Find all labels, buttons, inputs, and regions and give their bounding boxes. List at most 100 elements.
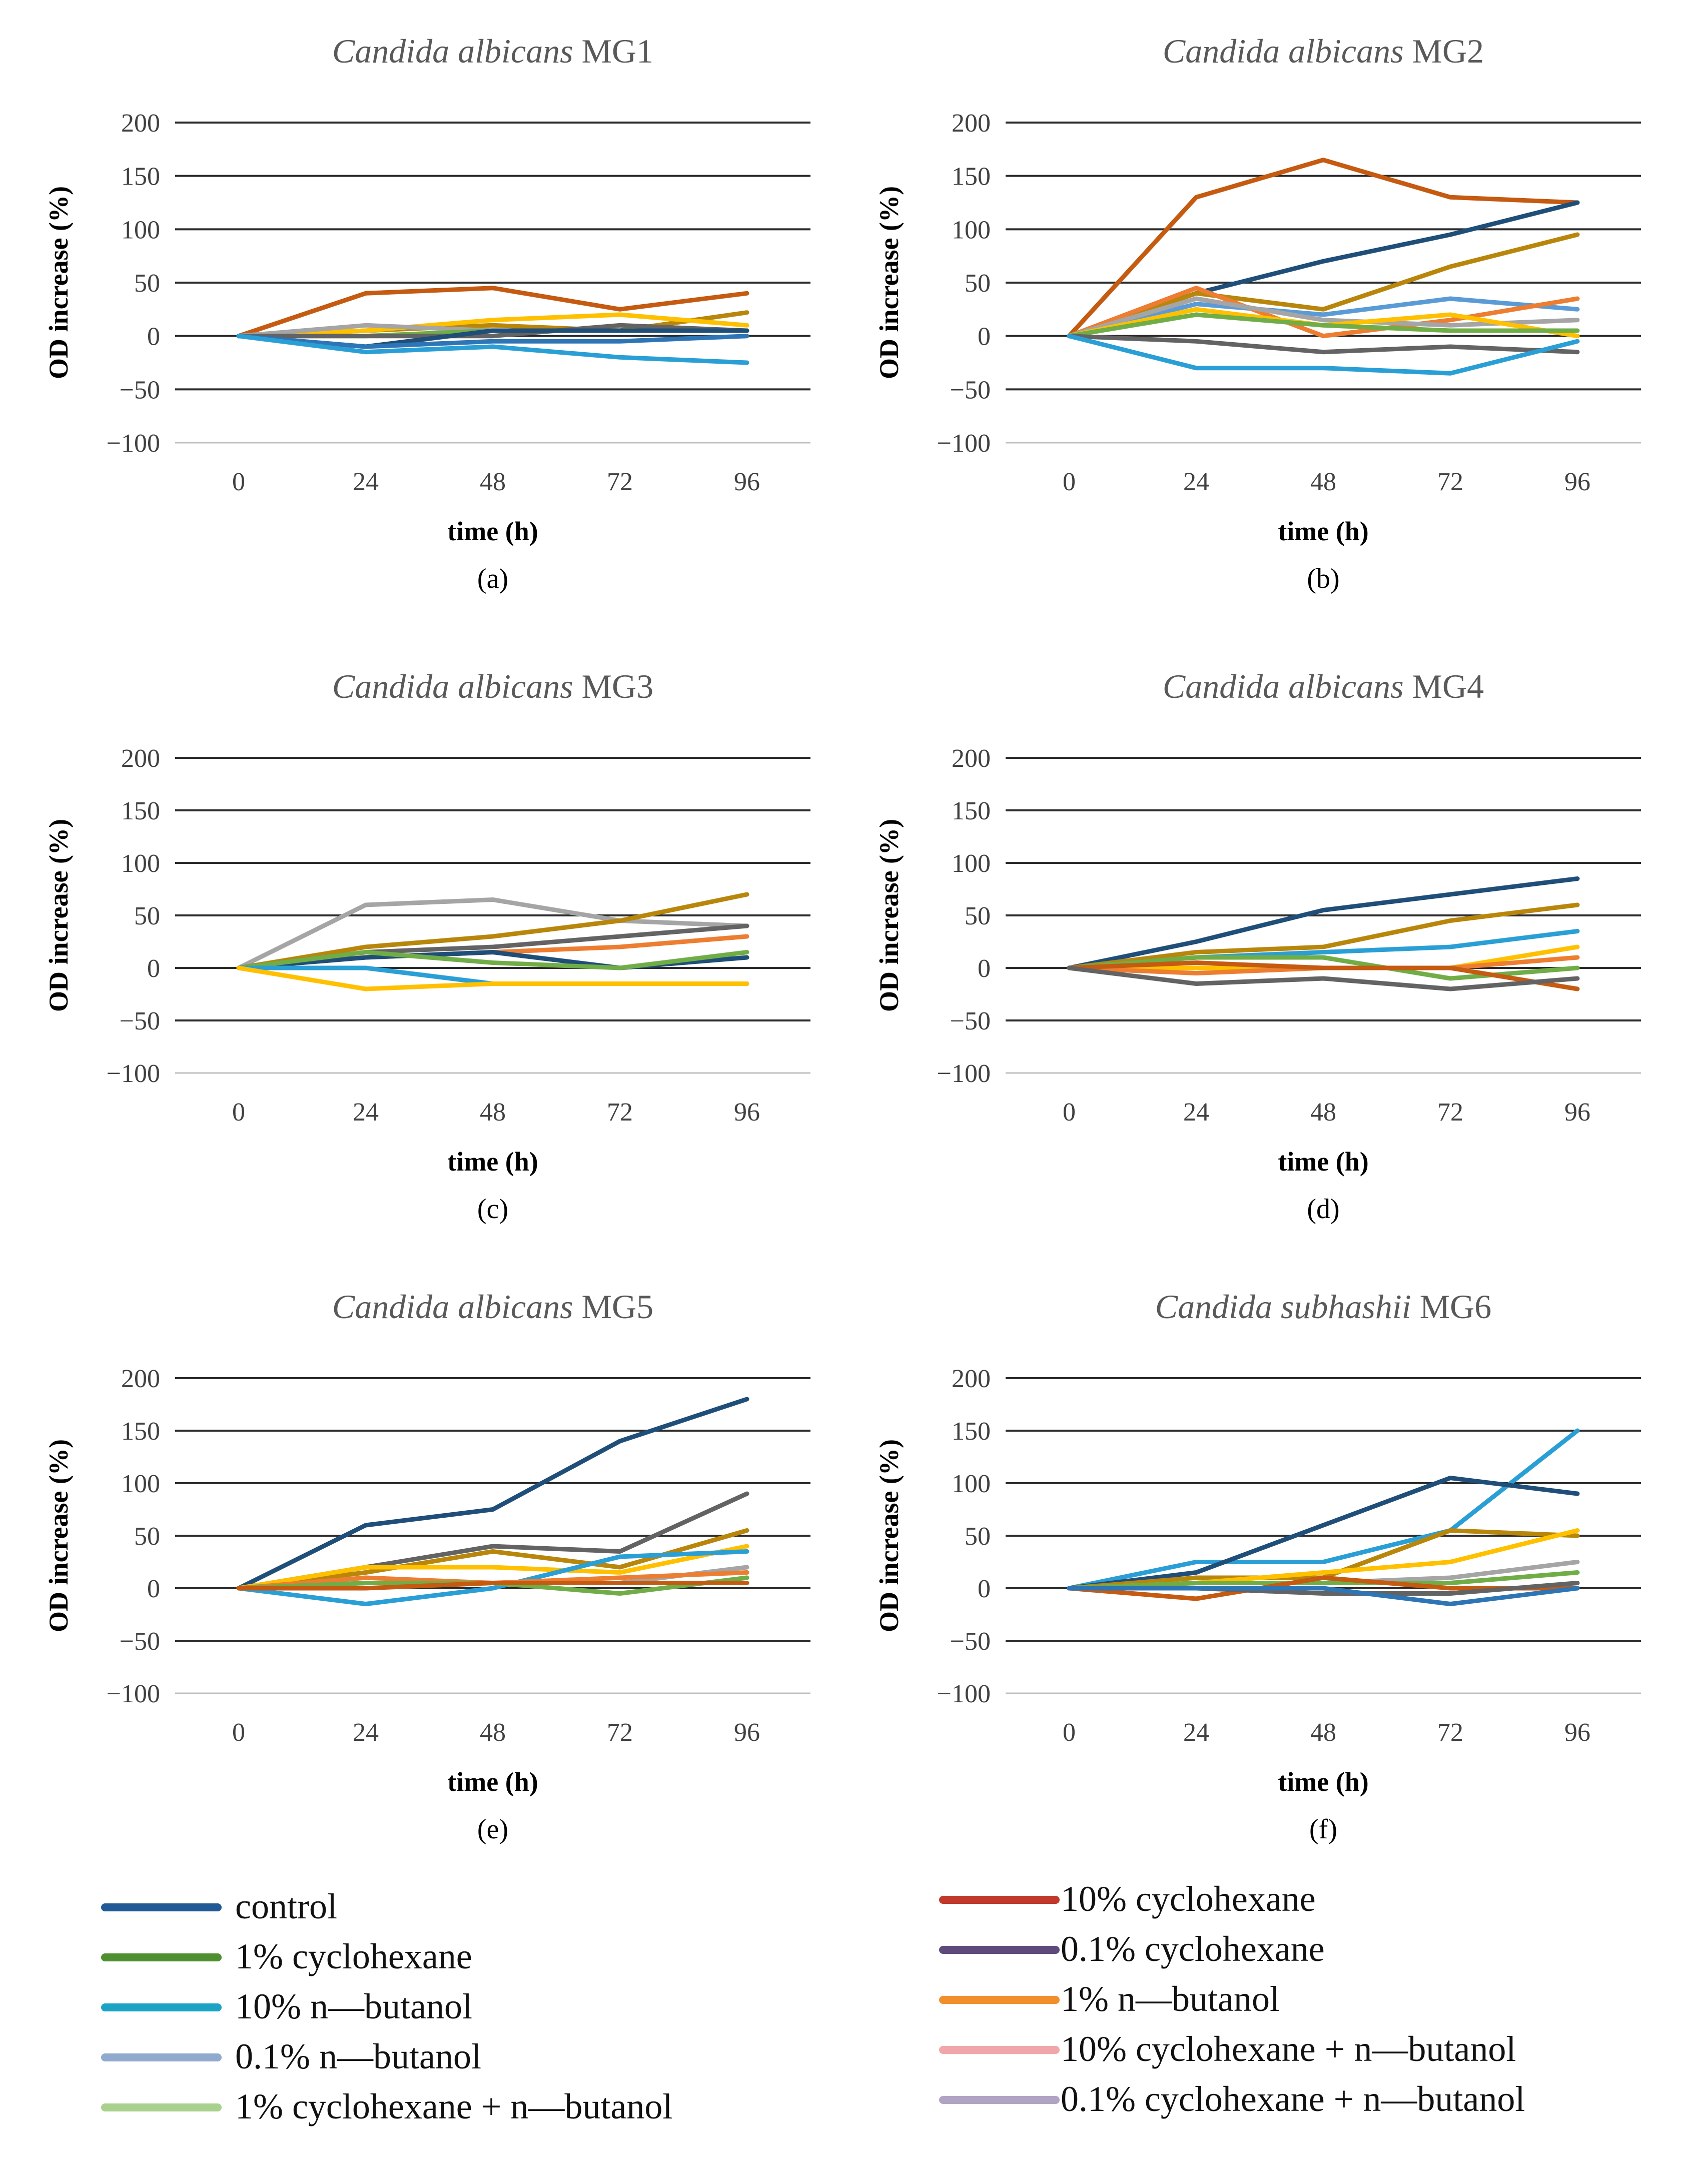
y-tick-label: 150 [952, 1417, 991, 1446]
panel-b: 200 150 100 50 0 −50 −100 0 24 48 72 96 Candida albi… [874, 32, 1641, 594]
x-tick-label: 0 [232, 468, 245, 496]
x-tick-label: 96 [1564, 1718, 1590, 1747]
series-line-s_green [236, 950, 749, 970]
x-tick-label: 48 [480, 468, 506, 496]
y-tick-label: −100 [107, 1680, 160, 1708]
series-line-s_olive [236, 1528, 749, 1591]
y-tick-label: −100 [937, 1059, 991, 1088]
legend-label-cyc01: 0.1% cyclohexane [1061, 1929, 1325, 1969]
series-line-s_navy [1067, 1476, 1580, 1591]
y-tick-label: 150 [121, 1417, 160, 1446]
series-line-s_orange [1067, 960, 1580, 991]
panel-d: 200 150 100 50 0 −50 −100 0 24 48 72 96 Candida albi… [874, 667, 1641, 1225]
y-tick-label: 50 [965, 902, 991, 930]
series-line-s_green [1067, 1570, 1580, 1591]
x-tick-label: 48 [480, 1098, 506, 1127]
legend-label-mix10: 10% cyclohexane + n—butanol [1061, 2029, 1516, 2069]
y-tick-label: −100 [107, 429, 160, 458]
series-line-s_dkgray [236, 323, 749, 339]
x-tick-label: 72 [1437, 1718, 1463, 1747]
x-tick-label: 72 [1437, 1098, 1463, 1127]
x-tick-label: 96 [734, 468, 760, 496]
series-line-s_olive [1067, 232, 1580, 339]
x-tick-label: 48 [1310, 1718, 1336, 1747]
y-tick-label: 50 [134, 1522, 160, 1551]
panel-title: Candida albicans MG3 [332, 667, 653, 705]
series-line-s_gray [236, 897, 749, 970]
x-axis-label: time (h) [447, 516, 538, 546]
series-line-s_yellow [236, 312, 749, 339]
y-tick-label: −50 [950, 376, 991, 404]
panel-title: Candida albicans MG2 [1163, 32, 1484, 70]
legend-label-mix01: 0.1% cyclohexane + n—butanol [1061, 2079, 1525, 2119]
y-tick-label: 100 [952, 216, 991, 244]
y-axis-label: OD increase (%) [874, 1439, 904, 1632]
y-tick-label: −50 [120, 1007, 160, 1035]
y-tick-label: 200 [952, 744, 991, 773]
series-line-s_cyan [1067, 1428, 1580, 1591]
y-tick-label: −100 [937, 1680, 991, 1708]
x-tick-label: 24 [353, 1718, 379, 1747]
x-tick-label: 96 [1564, 468, 1590, 496]
y-axis-label: OD increase (%) [44, 1439, 74, 1632]
x-tick-label: 72 [607, 468, 633, 496]
panel-f: 200 150 100 50 0 −50 −100 0 24 48 72 96 Candida subh… [874, 1288, 1641, 1845]
y-tick-label: −100 [107, 1059, 160, 1088]
panel-c: 200 150 100 50 0 −50 −100 0 24 48 72 96 Candida albi… [44, 667, 810, 1225]
series-line-s_lorange [1067, 286, 1580, 339]
y-tick-label: 100 [121, 849, 160, 878]
y-tick-label: 100 [121, 1470, 160, 1498]
x-axis-label: time (h) [1278, 516, 1368, 546]
series-line-s_dkgray [1067, 334, 1580, 355]
legend-label-but1: 1% n—butanol [1061, 1979, 1280, 2019]
x-tick-label: 24 [353, 468, 379, 496]
y-tick-label: 100 [121, 216, 160, 244]
series-line-s_green [1067, 312, 1580, 339]
panel-title: Candida albicans MG4 [1163, 667, 1484, 705]
panel-e: 200 150 100 50 0 −50 −100 0 24 48 72 96 Candida albi… [44, 1288, 810, 1845]
y-tick-label: −50 [950, 1627, 991, 1656]
panel-letter: (a) [477, 563, 508, 594]
y-axis-label: OD increase (%) [44, 186, 74, 379]
series-line-s_navy [1067, 876, 1580, 970]
series-line-s_cyan [1067, 334, 1580, 376]
legend-label-cyc10: 10% cyclohexane [1061, 1879, 1316, 1919]
panel-letter: (b) [1307, 563, 1339, 594]
x-tick-label: 96 [734, 1098, 760, 1127]
legend-label-cyc1: 1% cyclohexane [235, 1936, 472, 1976]
y-tick-label: 50 [134, 269, 160, 298]
series-line-s_blue [236, 334, 749, 349]
series-line-s_dkgray [1067, 965, 1580, 991]
legend-label-but01: 0.1% n—butanol [235, 2036, 481, 2076]
y-tick-label: 50 [134, 902, 160, 930]
y-tick-label: 200 [121, 1365, 160, 1393]
x-tick-label: 0 [232, 1718, 245, 1747]
x-tick-label: 24 [1183, 1718, 1209, 1747]
series-line-s_orange [236, 286, 749, 339]
y-tick-label: 100 [952, 1470, 991, 1498]
y-tick-label: 200 [952, 109, 991, 138]
y-tick-label: 100 [952, 849, 991, 878]
series-line-s_cyan [236, 1549, 749, 1606]
series-line-s_orange [236, 1581, 749, 1591]
series-line-s_blue [1067, 1586, 1580, 1606]
x-axis-label: time (h) [447, 1147, 538, 1177]
x-axis-label: time (h) [447, 1767, 538, 1797]
y-axis-label: OD increase (%) [874, 819, 904, 1012]
series-line-s_yellow [236, 1544, 749, 1591]
series-line-s_olive [236, 892, 749, 970]
y-tick-label: 50 [965, 1522, 991, 1551]
series-line-s_navy [236, 1397, 749, 1591]
x-tick-label: 48 [1310, 1098, 1336, 1127]
series-line-s_olive [1067, 902, 1580, 970]
x-tick-label: 0 [1063, 468, 1076, 496]
x-axis-label: time (h) [1278, 1767, 1368, 1797]
y-tick-label: 0 [978, 954, 991, 983]
y-tick-label: 150 [121, 163, 160, 191]
legend-label-but10: 10% n—butanol [235, 1986, 472, 2026]
x-tick-label: 96 [734, 1718, 760, 1747]
y-tick-label: 200 [952, 1365, 991, 1393]
y-tick-label: 150 [952, 797, 991, 825]
x-tick-label: 96 [1564, 1098, 1590, 1127]
